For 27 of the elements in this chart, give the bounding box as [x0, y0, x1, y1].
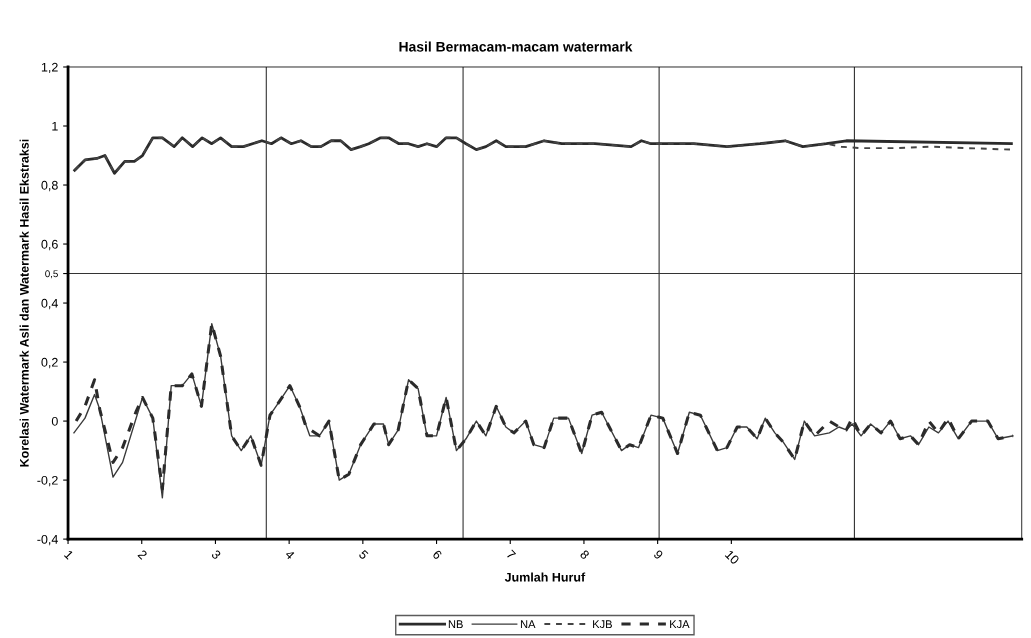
x-tick-label: 4 — [284, 549, 296, 560]
y-tick-label: -0,4 — [37, 534, 58, 546]
y-tick-label: 0 — [51, 416, 58, 426]
chart-title: Hasil Bermacam-macam watermark — [399, 41, 633, 52]
y-tick-label: 0,5 — [45, 270, 58, 279]
y-tick-label: 0,2 — [41, 357, 58, 369]
x-tick-label: 1 — [63, 549, 74, 560]
y-tick-label: -0,2 — [37, 475, 58, 487]
x-tick-label: 10 — [724, 549, 740, 565]
legend-label: KJB — [593, 620, 612, 629]
y-tick-label: 1,2 — [41, 62, 58, 74]
y-axis-title: Korelasi Watermark Asli dan Watermark Hasil Ekstraksi — [19, 139, 29, 467]
y-tick-label: 0,4 — [41, 298, 58, 310]
x-tick-label: 6 — [432, 549, 443, 560]
x-tick-label: 2 — [137, 549, 148, 560]
x-tick-label: 5 — [358, 549, 369, 560]
x-tick-label: 8 — [579, 549, 590, 560]
y-tick-label: 0,6 — [41, 239, 58, 251]
x-axis-title: Jumlah Huruf — [504, 572, 586, 582]
legend-label: NB — [448, 620, 463, 628]
y-tick-label: 0,8 — [41, 180, 58, 192]
x-tick-label: 3 — [210, 549, 222, 560]
y-tick-label: 1 — [52, 121, 58, 131]
x-tick-label: 7 — [505, 549, 517, 560]
legend-label: KJA — [670, 620, 690, 629]
x-tick-label: 9 — [653, 549, 664, 560]
legend-label: NA — [520, 620, 536, 628]
